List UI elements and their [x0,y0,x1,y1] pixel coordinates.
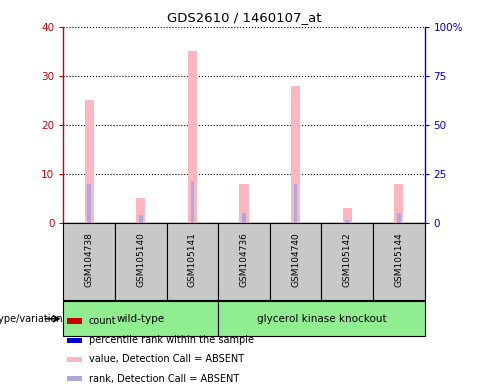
Bar [188,51,197,223]
Text: count: count [89,316,116,326]
Bar [67,318,82,324]
Bar [346,220,349,223]
Bar [397,213,401,223]
Bar [115,223,166,300]
Text: GSM105141: GSM105141 [188,232,197,287]
Bar [239,184,249,223]
Text: rank, Detection Call = ABSENT: rank, Detection Call = ABSENT [89,374,239,384]
Bar [166,223,218,300]
Bar [218,301,425,336]
Bar [139,215,142,223]
Bar [84,100,94,223]
Text: GSM105144: GSM105144 [394,232,403,287]
Bar [373,223,425,300]
Text: GSM104738: GSM104738 [85,232,94,287]
Bar [67,376,82,381]
Bar [343,208,352,223]
Bar [394,184,404,223]
Bar [191,181,194,223]
Text: GSM104736: GSM104736 [240,232,248,287]
Bar [63,223,115,300]
Text: genotype/variation: genotype/variation [0,314,63,324]
Text: percentile rank within the sample: percentile rank within the sample [89,335,254,345]
Bar [291,86,300,223]
Bar [67,338,82,343]
Bar [63,301,218,336]
Text: wild-type: wild-type [117,314,165,324]
Bar [242,213,246,223]
Text: GSM104740: GSM104740 [291,232,300,287]
Bar [87,184,91,223]
Bar [136,198,145,223]
Text: GSM105142: GSM105142 [343,232,352,287]
Bar [294,184,297,223]
Bar [322,223,373,300]
Title: GDS2610 / 1460107_at: GDS2610 / 1460107_at [167,11,321,24]
Bar [67,357,82,362]
Bar [270,223,322,300]
Bar [218,223,270,300]
Text: glycerol kinase knockout: glycerol kinase knockout [257,314,386,324]
Text: GSM105140: GSM105140 [136,232,145,287]
Text: value, Detection Call = ABSENT: value, Detection Call = ABSENT [89,354,244,364]
